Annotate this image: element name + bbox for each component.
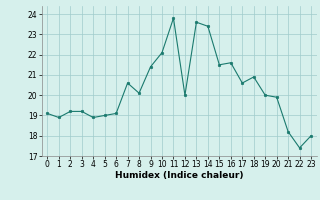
X-axis label: Humidex (Indice chaleur): Humidex (Indice chaleur): [115, 171, 244, 180]
